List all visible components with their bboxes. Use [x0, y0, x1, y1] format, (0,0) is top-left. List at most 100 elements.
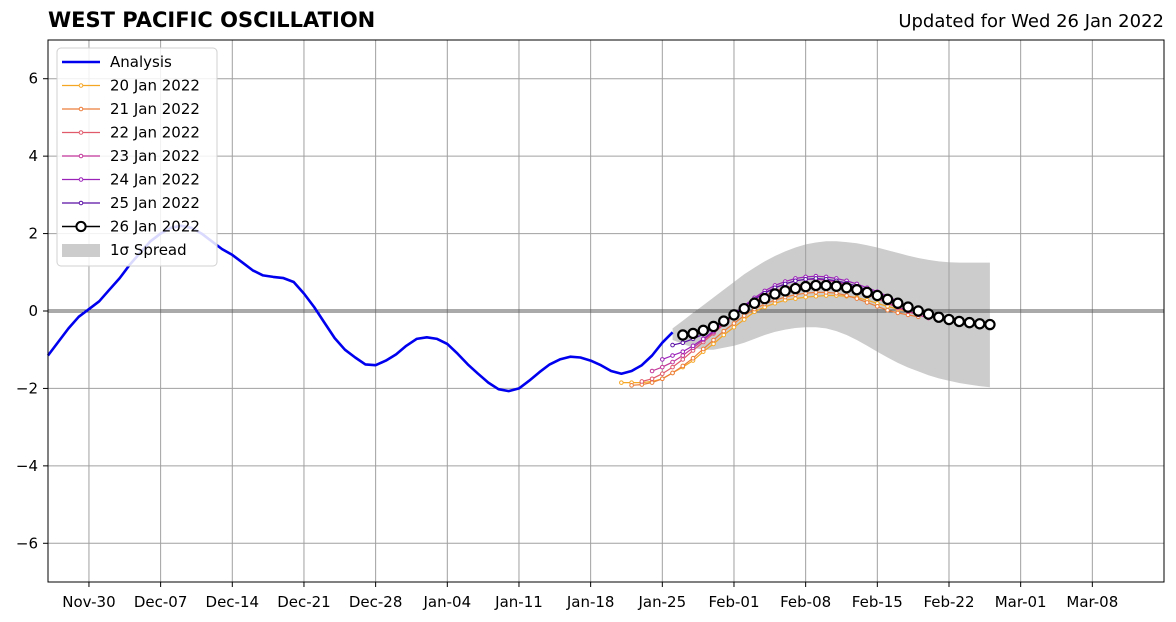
x-tick-label: Dec-21	[277, 593, 331, 611]
legend-label: 22 Jan 2022	[110, 124, 200, 142]
forecast-point	[864, 300, 870, 305]
forecast-point	[660, 371, 665, 377]
forecast-point	[823, 290, 829, 295]
legend: Analysis 20 Jan 2022 21 Jan 2022 22 Jan 202…	[56, 47, 218, 267]
legend-marker	[78, 153, 84, 159]
forecast-point	[670, 342, 675, 348]
forecast-point	[984, 318, 996, 331]
legend-label: 1σ Spread	[110, 241, 187, 259]
forecast-point	[830, 280, 843, 292]
forecast-point	[782, 281, 788, 287]
forecast-point	[680, 353, 686, 358]
forecast-point	[803, 276, 808, 282]
axes-layer: Nov-30 Dec-07 Dec-14 Dec-21 Dec-28 Jan-04 Jan-…	[16, 39, 1165, 611]
forecast-point	[649, 368, 655, 374]
legend-item: 26 Jan 2022	[62, 218, 200, 236]
forecast-point	[697, 324, 709, 337]
y-tick-label: 0	[28, 302, 38, 320]
forecast-series	[677, 279, 996, 341]
forecast-point	[660, 357, 665, 362]
forecast-point	[690, 343, 696, 349]
legend-marker	[78, 200, 84, 206]
forecast-point	[813, 290, 819, 295]
x-tick-label: Jan-04	[422, 593, 471, 611]
legend-marker	[78, 130, 84, 135]
y-tick-label: −4	[16, 457, 38, 475]
forecast-point	[813, 293, 819, 299]
forecast-point	[728, 309, 740, 321]
forecast-point	[639, 379, 645, 384]
forecast-point	[718, 315, 730, 327]
forecast-point	[933, 311, 945, 323]
plot-frame	[47, 39, 1165, 583]
legend-label: 23 Jan 2022	[110, 147, 200, 165]
forecast-point	[700, 336, 706, 342]
forecast-point	[731, 324, 737, 330]
series-layer	[46, 224, 996, 393]
forecast-point	[721, 328, 727, 334]
forecast-point	[670, 359, 675, 365]
forecast-point	[731, 321, 737, 326]
legend-label: Analysis	[110, 53, 172, 71]
legend-item: 22 Jan 2022	[62, 124, 200, 142]
legend-item: Analysis	[62, 53, 172, 71]
x-tick-label: Feb-08	[780, 593, 831, 611]
forecast-point	[851, 284, 863, 296]
forecast-point	[741, 317, 747, 322]
legend-label: 21 Jan 2022	[110, 100, 200, 118]
legend-item: 23 Jan 2022	[62, 147, 200, 165]
forecast-point	[680, 357, 686, 362]
forecast-point	[793, 296, 798, 301]
legend-label: 24 Jan 2022	[110, 171, 200, 189]
legend-label: 20 Jan 2022	[110, 77, 200, 95]
spread-band	[672, 241, 990, 388]
legend-item: 1σ Spread	[62, 241, 187, 259]
y-tick-label: 2	[28, 225, 38, 243]
legend-item: 21 Jan 2022	[62, 100, 200, 118]
forecast-point	[649, 376, 655, 382]
x-tick-label: Dec-28	[349, 593, 403, 611]
forecast-point	[953, 315, 965, 328]
forecast-point	[963, 316, 976, 329]
forecast-point	[871, 289, 884, 302]
forecast-point	[711, 341, 716, 347]
forecast-point	[793, 278, 798, 284]
forecast-point	[619, 380, 624, 385]
x-tick-label: Feb-01	[708, 593, 759, 611]
legend-label: 26 Jan 2022	[110, 218, 200, 236]
forecast-point	[789, 282, 802, 295]
y-tick-label: −2	[16, 379, 38, 397]
chart-subtitle: Updated for Wed 26 Jan 2022	[898, 11, 1164, 32]
forecast-point	[799, 280, 812, 293]
forecast-point	[902, 301, 914, 313]
forecast-point	[810, 279, 822, 292]
grid-layer	[48, 40, 1164, 582]
x-tick-label: Jan-11	[494, 593, 543, 611]
forecast-point	[670, 353, 675, 358]
forecast-point	[721, 332, 727, 338]
y-tick-label: 4	[28, 147, 38, 165]
forecast-point	[861, 286, 873, 299]
legend-item: 20 Jan 2022	[62, 77, 200, 95]
forecast-point	[840, 282, 853, 294]
forecast-point	[680, 363, 686, 369]
forecast-point	[875, 304, 880, 309]
x-tick-label: Dec-07	[134, 593, 188, 611]
legend-swatch	[62, 244, 100, 257]
forecast-point	[779, 285, 791, 297]
legend-marker	[78, 106, 84, 112]
legend-item: 24 Jan 2022	[62, 171, 200, 189]
x-tick-label: Jan-25	[637, 593, 686, 611]
forecast-point	[690, 355, 696, 361]
forecast-point	[680, 340, 686, 346]
forecast-point	[912, 305, 924, 317]
x-tick-label: Feb-22	[923, 593, 974, 611]
y-tick-label: 6	[28, 70, 38, 88]
spread-band-layer	[672, 241, 990, 388]
forecast-point	[660, 364, 665, 370]
forecast-point	[670, 370, 675, 376]
chart-title: WEST PACIFIC OSCILLATION	[48, 8, 376, 32]
forecast-point	[707, 320, 720, 333]
legend-label: 25 Jan 2022	[110, 194, 200, 212]
forecast-point	[895, 310, 901, 316]
